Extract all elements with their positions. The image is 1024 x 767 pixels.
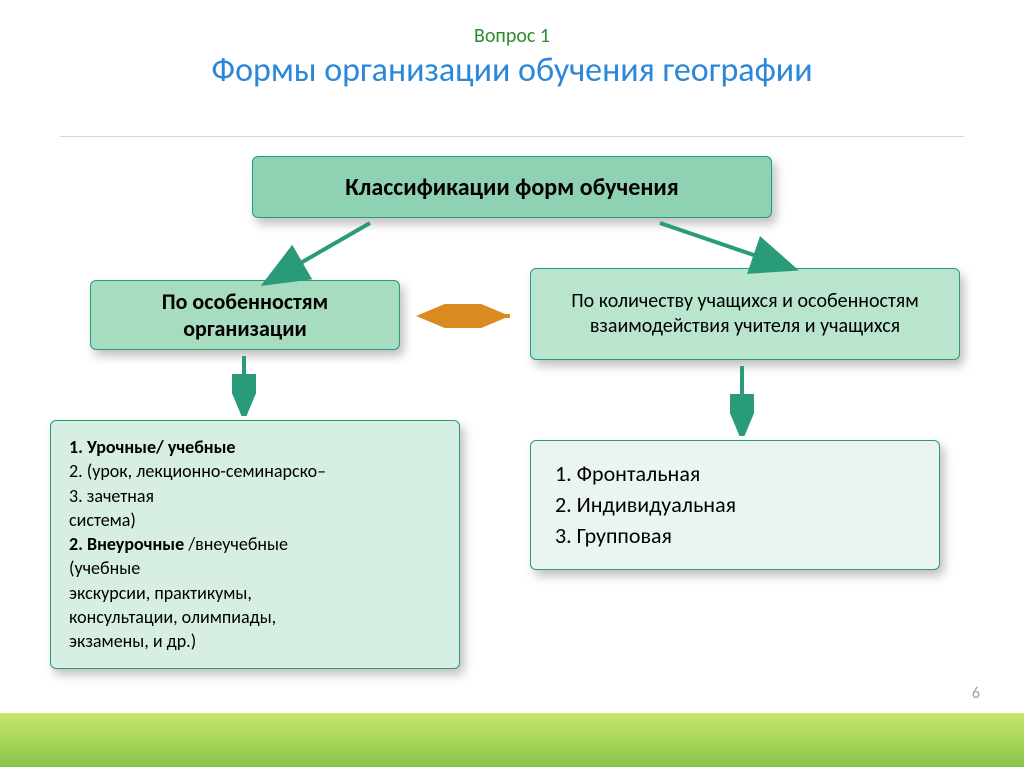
- list-line: 1. Урочные/ учебные: [69, 435, 441, 459]
- list-line: 2. (урок, лекционно-семинарско–: [69, 459, 441, 483]
- node-lesson-types: 1. Урочные/ учебные2. (урок, лекционно-с…: [50, 420, 460, 669]
- arrow-bidirectional: [410, 304, 524, 328]
- page-number: 6: [972, 684, 980, 703]
- node-label: Классификации форм обучения: [345, 173, 678, 202]
- node-classification-root: Классификации форм обучения: [252, 156, 772, 218]
- node-label: По особенностям организации: [109, 288, 381, 342]
- list-item: 1. Фронтальная: [555, 459, 915, 490]
- node-frontal-types: 1. Фронтальная2. Индивидуальная3. Группо…: [530, 440, 940, 570]
- arrow-left-down: [232, 352, 256, 416]
- node-label: По количеству учащихся и особенностям вз…: [549, 289, 941, 339]
- arrow-top-to-right: [650, 218, 800, 278]
- list-line: система): [69, 508, 441, 532]
- list-line: экскурсии, практикумы,: [69, 581, 441, 605]
- list-item: 3. Групповая: [555, 521, 915, 552]
- node-by-organization: По особенностям организации: [90, 280, 400, 350]
- list-item: 2. Индивидуальная: [555, 490, 915, 521]
- arrow-top-to-left: [260, 218, 380, 288]
- list-line: (учебные: [69, 556, 441, 580]
- header: Вопрос 1 Формы организации обучения геог…: [0, 24, 1024, 91]
- question-label: Вопрос 1: [0, 24, 1024, 48]
- list-line: консультации, олимпиады,: [69, 605, 441, 629]
- list-line: 2. Внеурочные /внеучебные: [69, 532, 441, 556]
- list-line: экзамены, и др.): [69, 629, 441, 653]
- node-by-students: По количеству учащихся и особенностям вз…: [530, 268, 960, 360]
- list-line: 3. зачетная: [69, 484, 441, 508]
- page-title: Формы организации обучения географии: [0, 50, 1024, 91]
- divider: [60, 136, 964, 137]
- arrow-right-down: [730, 362, 754, 436]
- footer-bar: [0, 713, 1024, 767]
